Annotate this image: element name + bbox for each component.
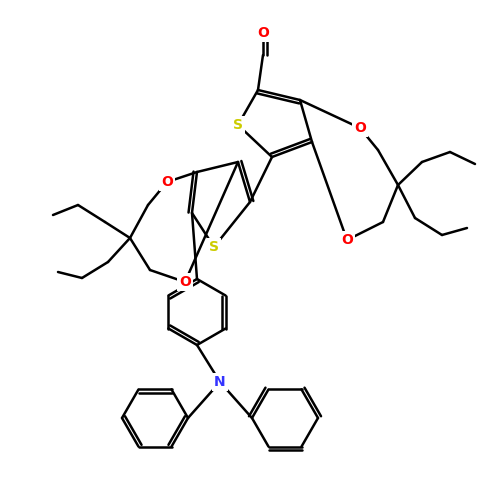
Text: O: O xyxy=(341,233,353,247)
Text: O: O xyxy=(161,175,173,189)
Text: N: N xyxy=(214,375,226,389)
Text: S: S xyxy=(209,240,219,254)
Text: O: O xyxy=(257,26,269,40)
Text: S: S xyxy=(233,118,243,132)
Text: O: O xyxy=(179,275,191,289)
Text: O: O xyxy=(354,121,366,135)
